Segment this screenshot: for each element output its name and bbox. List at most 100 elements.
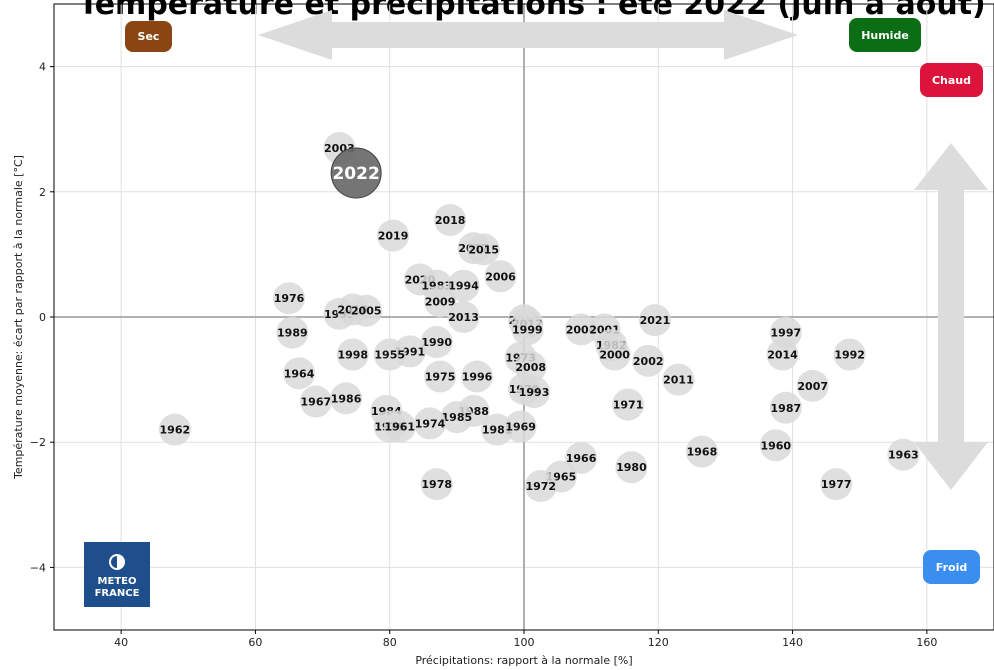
data-point-marker	[565, 441, 598, 474]
data-point-marker	[598, 338, 631, 371]
data-point: 1987	[769, 391, 802, 424]
data-point-marker	[662, 363, 695, 396]
logo-line2: FRANCE	[95, 588, 140, 599]
vertical-arrow	[914, 143, 988, 490]
data-point-marker	[336, 338, 369, 371]
data-point-label: 1977	[821, 478, 852, 491]
data-point-marker	[283, 357, 316, 390]
x-tick-label: 60	[248, 636, 262, 649]
data-point-marker	[638, 304, 671, 337]
data-point-marker	[820, 468, 853, 501]
data-point-marker	[383, 410, 416, 443]
badge-humide: Humide	[849, 18, 921, 52]
data-point-marker	[447, 269, 480, 302]
x-tick-label: 140	[782, 636, 803, 649]
data-point-marker	[158, 413, 191, 446]
data-point-marker	[504, 410, 537, 443]
data-point: 1977	[820, 468, 853, 501]
chart-title: Température et précipitations : été 2022…	[78, 0, 986, 22]
data-point: 2000	[598, 338, 631, 371]
data-point-label: 1974	[415, 417, 446, 430]
data-point-marker	[565, 313, 598, 346]
data-point-label: 1978	[421, 478, 452, 491]
x-tick-label: 100	[514, 636, 535, 649]
horizontal-arrow	[258, 10, 798, 60]
data-point-label: 2000	[599, 349, 630, 362]
data-point: 2007	[796, 369, 829, 402]
data-point-marker	[481, 413, 514, 446]
data-point-marker	[484, 260, 517, 293]
x-axis-label: Précipitations: rapport à la normale [%]	[415, 654, 632, 667]
data-point-marker	[420, 468, 453, 501]
data-point-label: 1962	[160, 424, 191, 437]
data-point-marker	[461, 360, 493, 393]
data-point-marker	[420, 326, 453, 359]
data-point-marker	[796, 369, 829, 402]
data-point: 2015	[467, 233, 500, 266]
data-point-marker	[518, 376, 551, 409]
data-point: 1964	[283, 357, 316, 390]
data-point: 1993	[518, 376, 551, 409]
badge-chaud-label: Chaud	[932, 74, 971, 87]
data-point: 1963	[887, 438, 920, 471]
data-point: 2011	[662, 363, 695, 396]
data-point-label: 1992	[834, 349, 865, 362]
data-point-label: 1980	[616, 461, 647, 474]
data-point-label: 1998	[337, 349, 368, 362]
data-point-marker	[424, 285, 457, 318]
data-point-label: 2005	[351, 305, 382, 318]
data-point-label: 1976	[274, 292, 305, 305]
x-tick-label: 80	[383, 636, 397, 649]
data-point: 1989	[276, 316, 309, 349]
data-point-marker	[759, 429, 792, 462]
data-point-label: 1994	[448, 280, 479, 293]
x-tick-label: 160	[916, 636, 937, 649]
data-point-marker	[615, 451, 648, 484]
data-point: 1986	[330, 382, 363, 415]
data-point: 1960	[759, 429, 792, 462]
data-point: 1976	[273, 282, 305, 315]
data-point-marker	[434, 203, 467, 236]
axes: 40 60 80 100 120 140 160 −4 −2 0 2 4 Précipitations:…	[12, 3, 994, 667]
data-point-marker	[377, 219, 410, 252]
y-tick-label: 4	[39, 61, 46, 74]
data-point: 1969	[504, 410, 537, 443]
data-point-label: 2006	[485, 270, 516, 283]
y-tick-label: 0	[39, 311, 46, 324]
data-point: 1992	[833, 338, 866, 371]
data-point-label: 1975	[425, 370, 456, 383]
data-point: 1968	[685, 435, 718, 468]
data-point-label: 1960	[760, 439, 791, 452]
data-point-marker	[447, 301, 480, 333]
data-point-marker	[273, 282, 305, 315]
data-point-marker	[299, 385, 332, 418]
data-point-label: 1985	[442, 411, 473, 424]
data-point-marker	[424, 360, 457, 393]
data-point: 2018	[434, 203, 467, 236]
data-point-label: 1972	[525, 480, 556, 493]
data-point-marker	[276, 316, 309, 349]
data-point: 1985	[440, 401, 473, 434]
logo-line1: METEO	[98, 576, 137, 587]
data-point: 1998	[336, 338, 369, 371]
data-point: 1961	[383, 410, 416, 443]
data-point: 2006	[484, 260, 517, 293]
data-point: 1974	[414, 407, 446, 440]
data-point-marker	[685, 435, 718, 468]
data-point-marker	[612, 388, 645, 421]
data-point-label: 2021	[640, 314, 671, 327]
data-point-marker	[769, 391, 802, 424]
data-point: 2009	[424, 285, 457, 318]
data-point: 2005	[350, 294, 383, 327]
data-point-label: 1955	[374, 349, 405, 362]
data-point-marker	[467, 233, 500, 266]
data-point: 1972	[524, 470, 557, 503]
data-point-label: 1961	[384, 421, 415, 434]
data-point-label: 2009	[425, 295, 456, 308]
logo-emblem-inner	[111, 556, 117, 568]
data-point: 1996	[461, 360, 493, 393]
data-point-label: 1969	[505, 421, 536, 434]
direction-arrows	[258, 10, 988, 490]
data-point-label: 1999	[512, 324, 543, 337]
